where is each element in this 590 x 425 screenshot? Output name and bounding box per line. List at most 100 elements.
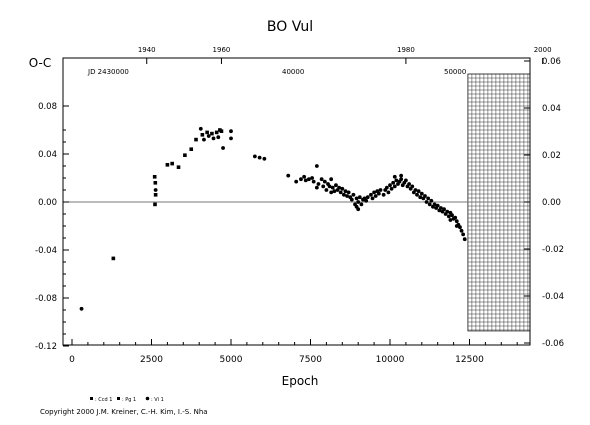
jd-label: JD 2430000 bbox=[87, 68, 129, 76]
data-point-dot bbox=[329, 177, 334, 182]
data-point-dot bbox=[370, 196, 375, 201]
data-point-dot bbox=[229, 136, 233, 141]
data-points bbox=[79, 126, 467, 311]
data-point-dot bbox=[357, 195, 362, 200]
right-tick-label: 0.02 bbox=[542, 151, 561, 161]
data-point-dot bbox=[79, 306, 84, 311]
data-point-square bbox=[189, 147, 194, 151]
data-point-dot bbox=[392, 174, 397, 179]
data-point-dot bbox=[435, 203, 440, 208]
data-point-dot bbox=[354, 196, 359, 201]
data-point-dot bbox=[198, 126, 203, 131]
data-point-dot bbox=[359, 202, 364, 207]
data-point-dot bbox=[332, 189, 337, 194]
data-point-dot bbox=[354, 204, 359, 209]
data-point-dot bbox=[419, 191, 424, 196]
x-tick-label: 0 bbox=[69, 355, 75, 365]
top-year-ticks: 1940 1960 1980 2000 bbox=[138, 46, 552, 64]
right-tick-label: 0.06 bbox=[542, 57, 561, 67]
data-point-dot bbox=[310, 176, 314, 180]
data-point-dot bbox=[445, 209, 450, 214]
data-point-dot bbox=[424, 200, 429, 204]
data-point-dot bbox=[316, 182, 321, 186]
data-point-dot bbox=[299, 177, 303, 182]
x-axis-label: Epoch bbox=[282, 374, 319, 388]
data-point-dot bbox=[399, 173, 404, 178]
data-point-dot bbox=[346, 190, 351, 195]
data-point-dot bbox=[429, 198, 434, 203]
y-axis-label: O-C bbox=[29, 56, 52, 70]
data-point-dot bbox=[399, 177, 404, 182]
data-point-square bbox=[153, 202, 157, 207]
top-year-label: 1960 bbox=[213, 46, 231, 54]
data-point-dot bbox=[329, 190, 334, 195]
data-point-dot bbox=[423, 194, 427, 198]
legend: : Ccd 1 : Pg 1 : Vi 1 bbox=[90, 396, 164, 403]
data-point-dot bbox=[216, 135, 221, 140]
chart-title: BO Vul bbox=[267, 19, 313, 35]
data-point-dot bbox=[349, 197, 354, 202]
data-point-square bbox=[205, 130, 209, 135]
data-point-dot bbox=[418, 195, 423, 200]
data-point-square bbox=[170, 161, 174, 166]
data-point-dot bbox=[311, 179, 316, 184]
data-point-dot bbox=[257, 155, 262, 160]
data-point-square bbox=[111, 256, 116, 261]
data-point-dot bbox=[442, 207, 446, 212]
x-tick-label: 5000 bbox=[220, 355, 243, 365]
data-point-dot bbox=[378, 188, 383, 192]
y-tick-label: 0.08 bbox=[38, 102, 57, 112]
data-point-dot bbox=[321, 184, 326, 189]
data-point-dot bbox=[392, 184, 397, 189]
data-point-dot bbox=[376, 191, 381, 196]
jd-labels: JD 2430000 40000 50000 bbox=[87, 68, 466, 76]
data-point-dot bbox=[407, 182, 411, 186]
data-point-dot bbox=[314, 185, 319, 190]
data-point-dot bbox=[454, 224, 459, 228]
data-point-dot bbox=[337, 185, 342, 190]
data-point-dot bbox=[404, 178, 408, 183]
right-tick-label: -0.06 bbox=[542, 339, 564, 349]
data-point-dot bbox=[322, 179, 327, 184]
x-tick-label: 10000 bbox=[376, 355, 405, 365]
right-tick-label: 0.04 bbox=[542, 104, 561, 114]
jd-label: 40000 bbox=[282, 68, 304, 76]
data-point-dot bbox=[262, 156, 267, 161]
data-point-square bbox=[153, 181, 158, 185]
data-point-dot bbox=[416, 189, 421, 194]
data-point-dot bbox=[356, 200, 361, 204]
data-point-dot bbox=[294, 179, 299, 184]
data-point-dot bbox=[252, 154, 257, 159]
data-point-dot bbox=[384, 185, 389, 190]
data-point-dot bbox=[319, 177, 324, 182]
right-tick-label: 0.00 bbox=[542, 198, 561, 208]
data-point-dot bbox=[410, 184, 415, 189]
x-tick-label: 7500 bbox=[299, 355, 322, 365]
x-ticks: 0 2500 5000 7500 10000 12500 bbox=[69, 339, 518, 365]
data-point-square bbox=[165, 163, 170, 167]
top-year-label: 2000 bbox=[534, 46, 552, 54]
data-point-dot bbox=[330, 185, 335, 190]
data-point-dot bbox=[229, 129, 233, 134]
data-point-dot bbox=[386, 190, 391, 195]
data-point-dot bbox=[153, 188, 158, 192]
data-point-square bbox=[219, 129, 224, 133]
data-point-dot bbox=[389, 186, 394, 191]
right-tick-label: -0.04 bbox=[542, 292, 564, 302]
data-point-dot bbox=[372, 190, 376, 195]
data-point-dot bbox=[415, 192, 419, 197]
data-point-dot bbox=[221, 146, 225, 150]
data-point-dot bbox=[286, 173, 291, 178]
y-tick-label: 0.00 bbox=[38, 198, 57, 208]
data-point-dot bbox=[391, 180, 396, 185]
data-point-dot bbox=[448, 218, 453, 222]
data-point-square bbox=[210, 131, 214, 136]
data-point-square bbox=[200, 133, 205, 137]
y-ticks: -0.12 -0.08 -0.04 0.00 0.04 0.08 bbox=[35, 102, 69, 352]
y-tick-label: 0.04 bbox=[38, 150, 57, 160]
data-point-dot bbox=[454, 219, 459, 224]
y-tick-label: -0.12 bbox=[35, 342, 57, 352]
x-tick-label: 2500 bbox=[140, 355, 163, 365]
data-point-dot bbox=[324, 188, 329, 192]
